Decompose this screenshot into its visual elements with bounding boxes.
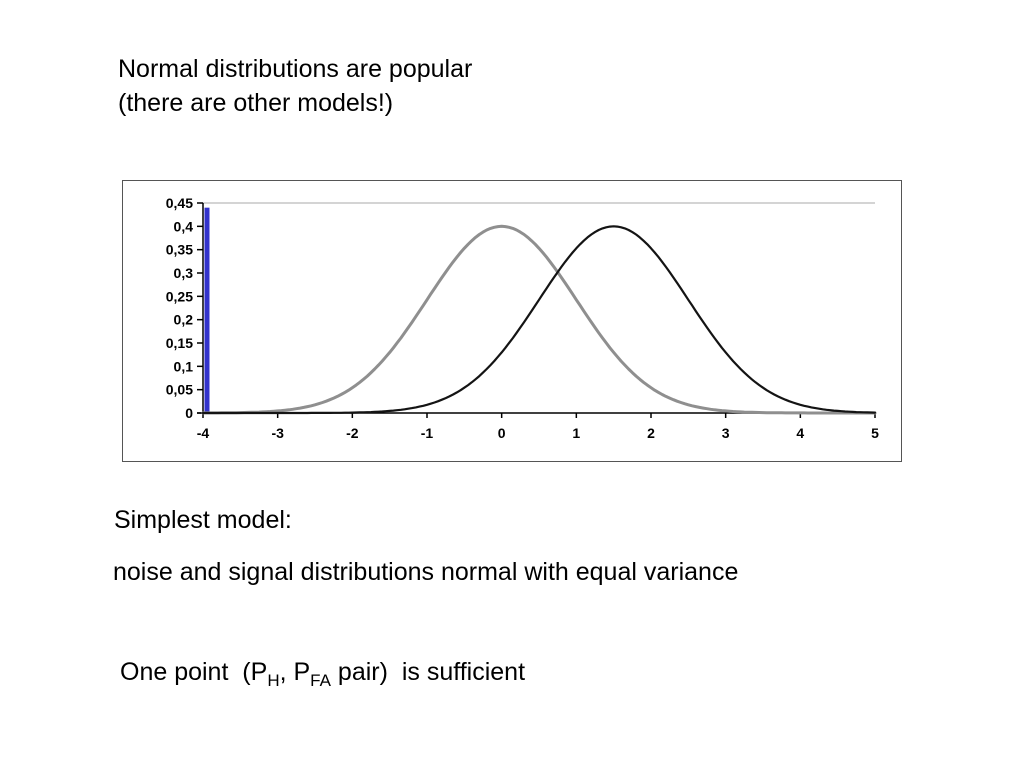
y-axis-label: 0,1 <box>174 358 194 374</box>
signal-curve <box>201 225 877 415</box>
y-axis-label: 0 <box>185 405 193 421</box>
y-axis-label: 0,4 <box>174 218 194 234</box>
x-axis-label: -4 <box>197 425 210 441</box>
x-axis-label: -3 <box>271 425 284 441</box>
x-axis-label: 5 <box>871 425 879 441</box>
x-axis-label: 1 <box>572 425 580 441</box>
x-axis-label: -1 <box>421 425 434 441</box>
y-axis-label: 0,05 <box>166 382 193 398</box>
y-axis-label: 0,3 <box>174 265 194 281</box>
slide-title: Normal distributions are popular (there … <box>118 52 472 120</box>
title-line1: Normal distributions are popular <box>118 55 473 83</box>
subscript-text: H <box>267 671 280 690</box>
x-axis-label: -2 <box>346 425 359 441</box>
text-segment: pair) is sufficient <box>330 658 526 686</box>
text-segment: , P <box>279 658 311 686</box>
one-point-text: One point (PH, PFA pair) is sufficient <box>120 656 525 697</box>
title-line2: (there are other models!) <box>118 89 394 117</box>
subscript-text: FA <box>310 671 331 690</box>
y-axis-label: 0,35 <box>166 242 193 258</box>
y-axis-label: 0,45 <box>166 195 193 211</box>
noise-signal-text: noise and signal distributions normal wi… <box>113 558 739 586</box>
text-segment: One point (P <box>120 658 268 686</box>
threshold-bar <box>204 207 210 413</box>
y-axis-label: 0,25 <box>166 288 193 304</box>
x-axis-label: 3 <box>722 425 730 441</box>
simplest-model-text: Simplest model: <box>114 506 292 534</box>
x-axis-label: 4 <box>796 425 804 441</box>
noise-curve <box>201 224 877 415</box>
x-axis-label: 2 <box>647 425 655 441</box>
distribution-chart: 0,45 0,4 0,35 0,3 0,25 0,2 0,15 0,1 0,05 0 -4 -3 -2-… <box>122 180 902 462</box>
chart-canvas: 0,450,40,350,30,250,20,150,10,050-4 -3 -2-… <box>166 195 879 441</box>
y-axis-label: 0,2 <box>174 312 194 328</box>
y-axis-label: 0,15 <box>166 335 193 351</box>
x-axis-label: 0 <box>498 425 506 441</box>
